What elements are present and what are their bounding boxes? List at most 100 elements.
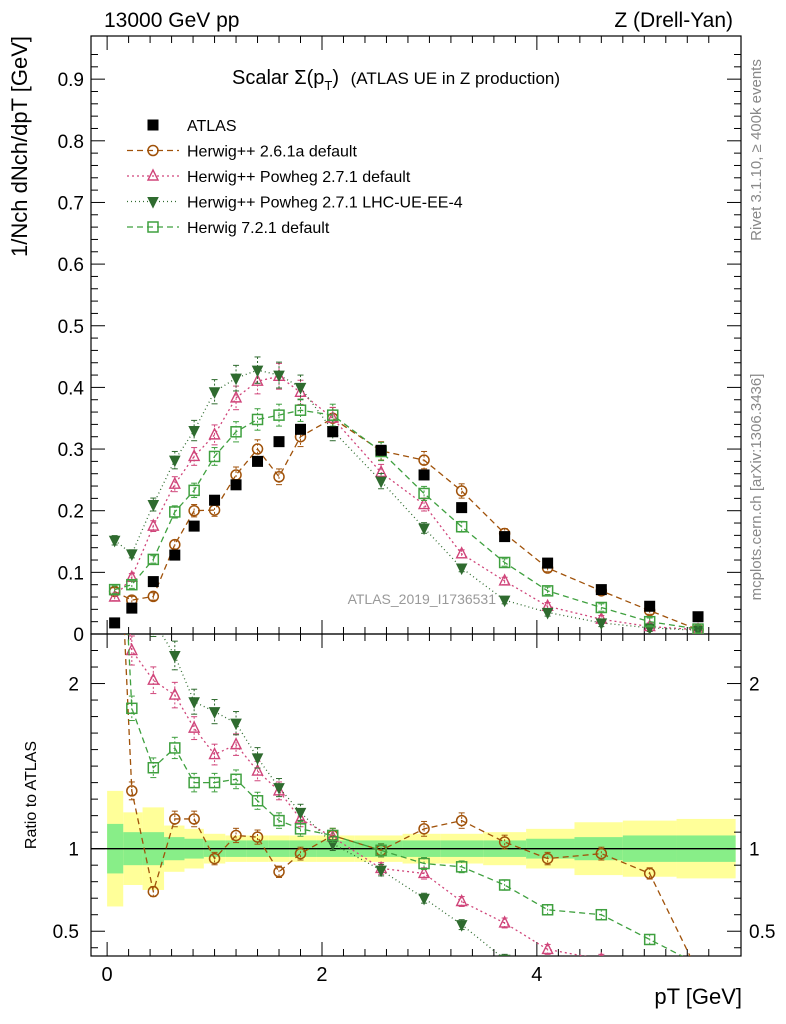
legend-label-series-0: Herwig++ 2.6.1a default: [187, 144, 357, 161]
series-2-ratio-point: [645, 973, 655, 983]
y-tick-label: 0.1: [58, 563, 84, 584]
series-0-ratio-point: [126, 785, 138, 797]
series-2-point: [541, 607, 554, 620]
series-2-point: [230, 373, 242, 386]
ratio-y-tick-label-right: 2: [749, 675, 760, 696]
atlas-data-point: [456, 502, 468, 514]
y-tick-label: 0.5: [58, 317, 84, 338]
atlas-data-point: [230, 479, 242, 491]
atlas-data-point: [147, 576, 159, 588]
ratio-y-tick-label: 0.5: [53, 922, 79, 943]
series-0-ratio-point: [498, 836, 511, 848]
series-3-point: [418, 487, 430, 500]
legend-label-series-3: Herwig 7.2.1 default: [187, 220, 330, 237]
series-1-ratio-point: [208, 746, 221, 760]
series-2-ratio-point: [596, 967, 606, 977]
y-tick-label: 0.9: [58, 70, 84, 91]
series-1-ratio-point: [693, 967, 703, 977]
atlas-data-point: [542, 557, 554, 569]
series-0-ratio-point: [541, 852, 554, 865]
series-3-point: [108, 583, 121, 596]
series-1-ratio-point: [455, 893, 468, 907]
series-1-ratio-point: [498, 915, 511, 928]
series-2-ratio-point: [375, 865, 387, 878]
series-3-ratio-point: [251, 795, 264, 807]
series-0-ratio-point: [294, 847, 307, 860]
legend: ATLAS Herwig++ 2.6.1a default Herwig++ Pow…: [127, 118, 463, 237]
y-tick-label: 0.6: [58, 255, 84, 276]
ratio-y-tick-label-right: 0.5: [749, 922, 775, 943]
ratio-uncertainty-bands: [91, 790, 741, 907]
series-0-point: [188, 504, 200, 517]
series-0-ratio-line: [123, 634, 691, 956]
series-2-ratio-point: [455, 920, 468, 932]
series-2-point: [294, 382, 307, 395]
series-3-ratio-point: [375, 844, 387, 857]
series-3-ratio-point: [126, 702, 138, 715]
atlas-data-point: [499, 531, 511, 543]
y-tick-label: 0.7: [58, 193, 84, 214]
y-tick-label: 0.4: [58, 378, 85, 399]
series-3-ratio-point: [188, 776, 200, 789]
series-1-ratio-point: [229, 737, 243, 750]
plot-title: Scalar Σ(pT) (ATLAS UE in Z production): [232, 67, 560, 93]
series-3-ratio-point: [418, 857, 430, 870]
series-3-point: [498, 556, 511, 569]
series-3-ratio-point: [326, 829, 339, 842]
series-2-ratio-point: [208, 707, 221, 719]
series-3-point: [294, 404, 307, 416]
series-2-point: [188, 426, 200, 438]
series-2-ratio-point: [148, 617, 158, 627]
series-2-point: [375, 476, 387, 489]
series-2-ratio-point: [251, 753, 264, 765]
series-0-ratio-point: [595, 847, 608, 860]
series-3-point: [230, 426, 242, 438]
series-3-ratio-point: [147, 762, 160, 774]
series-1-ratio-point: [110, 463, 120, 473]
series-2-point: [498, 595, 511, 608]
series-0-ratio-point: [455, 814, 468, 827]
atlas-data-point: [209, 494, 221, 506]
series-3-point: [169, 506, 181, 518]
series-3-point: [455, 520, 468, 533]
series-0-ratio-point: [230, 829, 242, 842]
atlas-data-point: [644, 600, 656, 612]
legend-marker-series-2: [147, 197, 159, 209]
y-tick-label: 0.8: [58, 132, 84, 153]
series-3-point: [326, 409, 339, 421]
series-3-ratio-point: [294, 823, 307, 835]
series-2-ratio-point: [127, 514, 137, 524]
series-3-point: [692, 623, 704, 634]
series-3-ratio-point: [693, 959, 703, 969]
axes: 0 2 4 0 0.1 0.2 0.3 0.4 0.5 0.6 0.7 0.8 0.9 0.5 0.5 1 1 2…: [53, 36, 775, 986]
series-2-point: [108, 535, 121, 548]
series-2-point: [595, 618, 608, 631]
series-1-point: [208, 427, 221, 440]
series-3-point: [126, 578, 138, 591]
x-tick-label: 2: [316, 964, 327, 986]
series-0-ratio-point: [418, 823, 430, 835]
series-1-ratio-point: [417, 865, 431, 879]
series-0-ratio-point: [169, 813, 181, 825]
ratio-y-tick-label-right: 1: [749, 840, 760, 861]
series-2-point: [418, 523, 430, 536]
plot-title-main: Scalar Σ(p: [232, 67, 324, 89]
plot-title-close: ): [332, 67, 339, 89]
series-0-ratio-point: [643, 867, 656, 880]
series-1-point: [417, 496, 431, 510]
series-1-point: [251, 373, 264, 386]
legend-label-series-2: Herwig++ Powheg 2.7.1 LHC-UE-EE-4: [187, 195, 463, 212]
x-tick-label: 4: [531, 964, 542, 986]
series-0-point: [418, 454, 430, 466]
y-axis-label: 1/Nch dNch/dpT [GeV]: [7, 36, 32, 257]
plot-title-subscript: T: [324, 78, 332, 93]
series-0-ratio-point: [188, 813, 200, 825]
series-1-point: [498, 573, 511, 586]
series-3-point: [188, 484, 200, 497]
series-3-line: [114, 409, 699, 630]
plot-title-rest: (ATLAS UE in Z production): [351, 69, 560, 88]
series-2-ratio-point: [188, 697, 200, 709]
energy-label: 13000 GeV pp: [104, 9, 239, 32]
series-2-ratio-point: [230, 718, 242, 731]
series-1-ratio-point: [188, 720, 201, 733]
